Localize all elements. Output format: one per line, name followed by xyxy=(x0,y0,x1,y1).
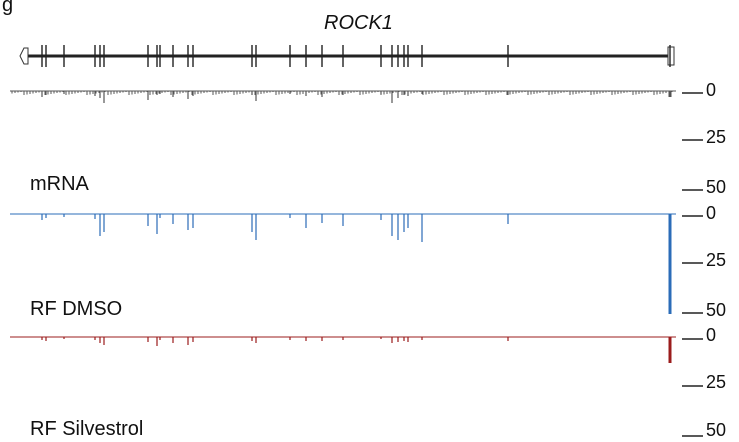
scale-tick-mrna-0: 0 xyxy=(706,80,717,100)
panel-letter: g xyxy=(2,0,14,16)
scale-tick-silvestrol-0: 0 xyxy=(706,325,717,345)
scale-tick-dmso-0: 0 xyxy=(706,203,717,223)
scale-tick-dmso-50: 50 xyxy=(706,300,727,320)
scale-tick-mrna-50: 50 xyxy=(706,177,727,197)
track-label-rf-dmso: RF DMSO xyxy=(30,298,123,320)
scale-tick-dmso-25: 25 xyxy=(706,250,727,270)
scale-tick-mrna-25: 25 xyxy=(706,127,727,147)
scale-tick-silvestrol-50: 50 xyxy=(706,420,727,440)
gene-model xyxy=(19,45,675,67)
utr-3prime xyxy=(667,46,675,66)
track-label-rf-silvestrol: RF Silvestrol xyxy=(30,418,144,440)
coverage-tracks xyxy=(10,90,703,437)
track-label-mrna: mRNA xyxy=(30,173,89,195)
utr-5prime xyxy=(19,47,29,65)
scale-tick-silvestrol-25: 25 xyxy=(706,372,727,392)
gene-name: ROCK1 xyxy=(324,12,393,34)
